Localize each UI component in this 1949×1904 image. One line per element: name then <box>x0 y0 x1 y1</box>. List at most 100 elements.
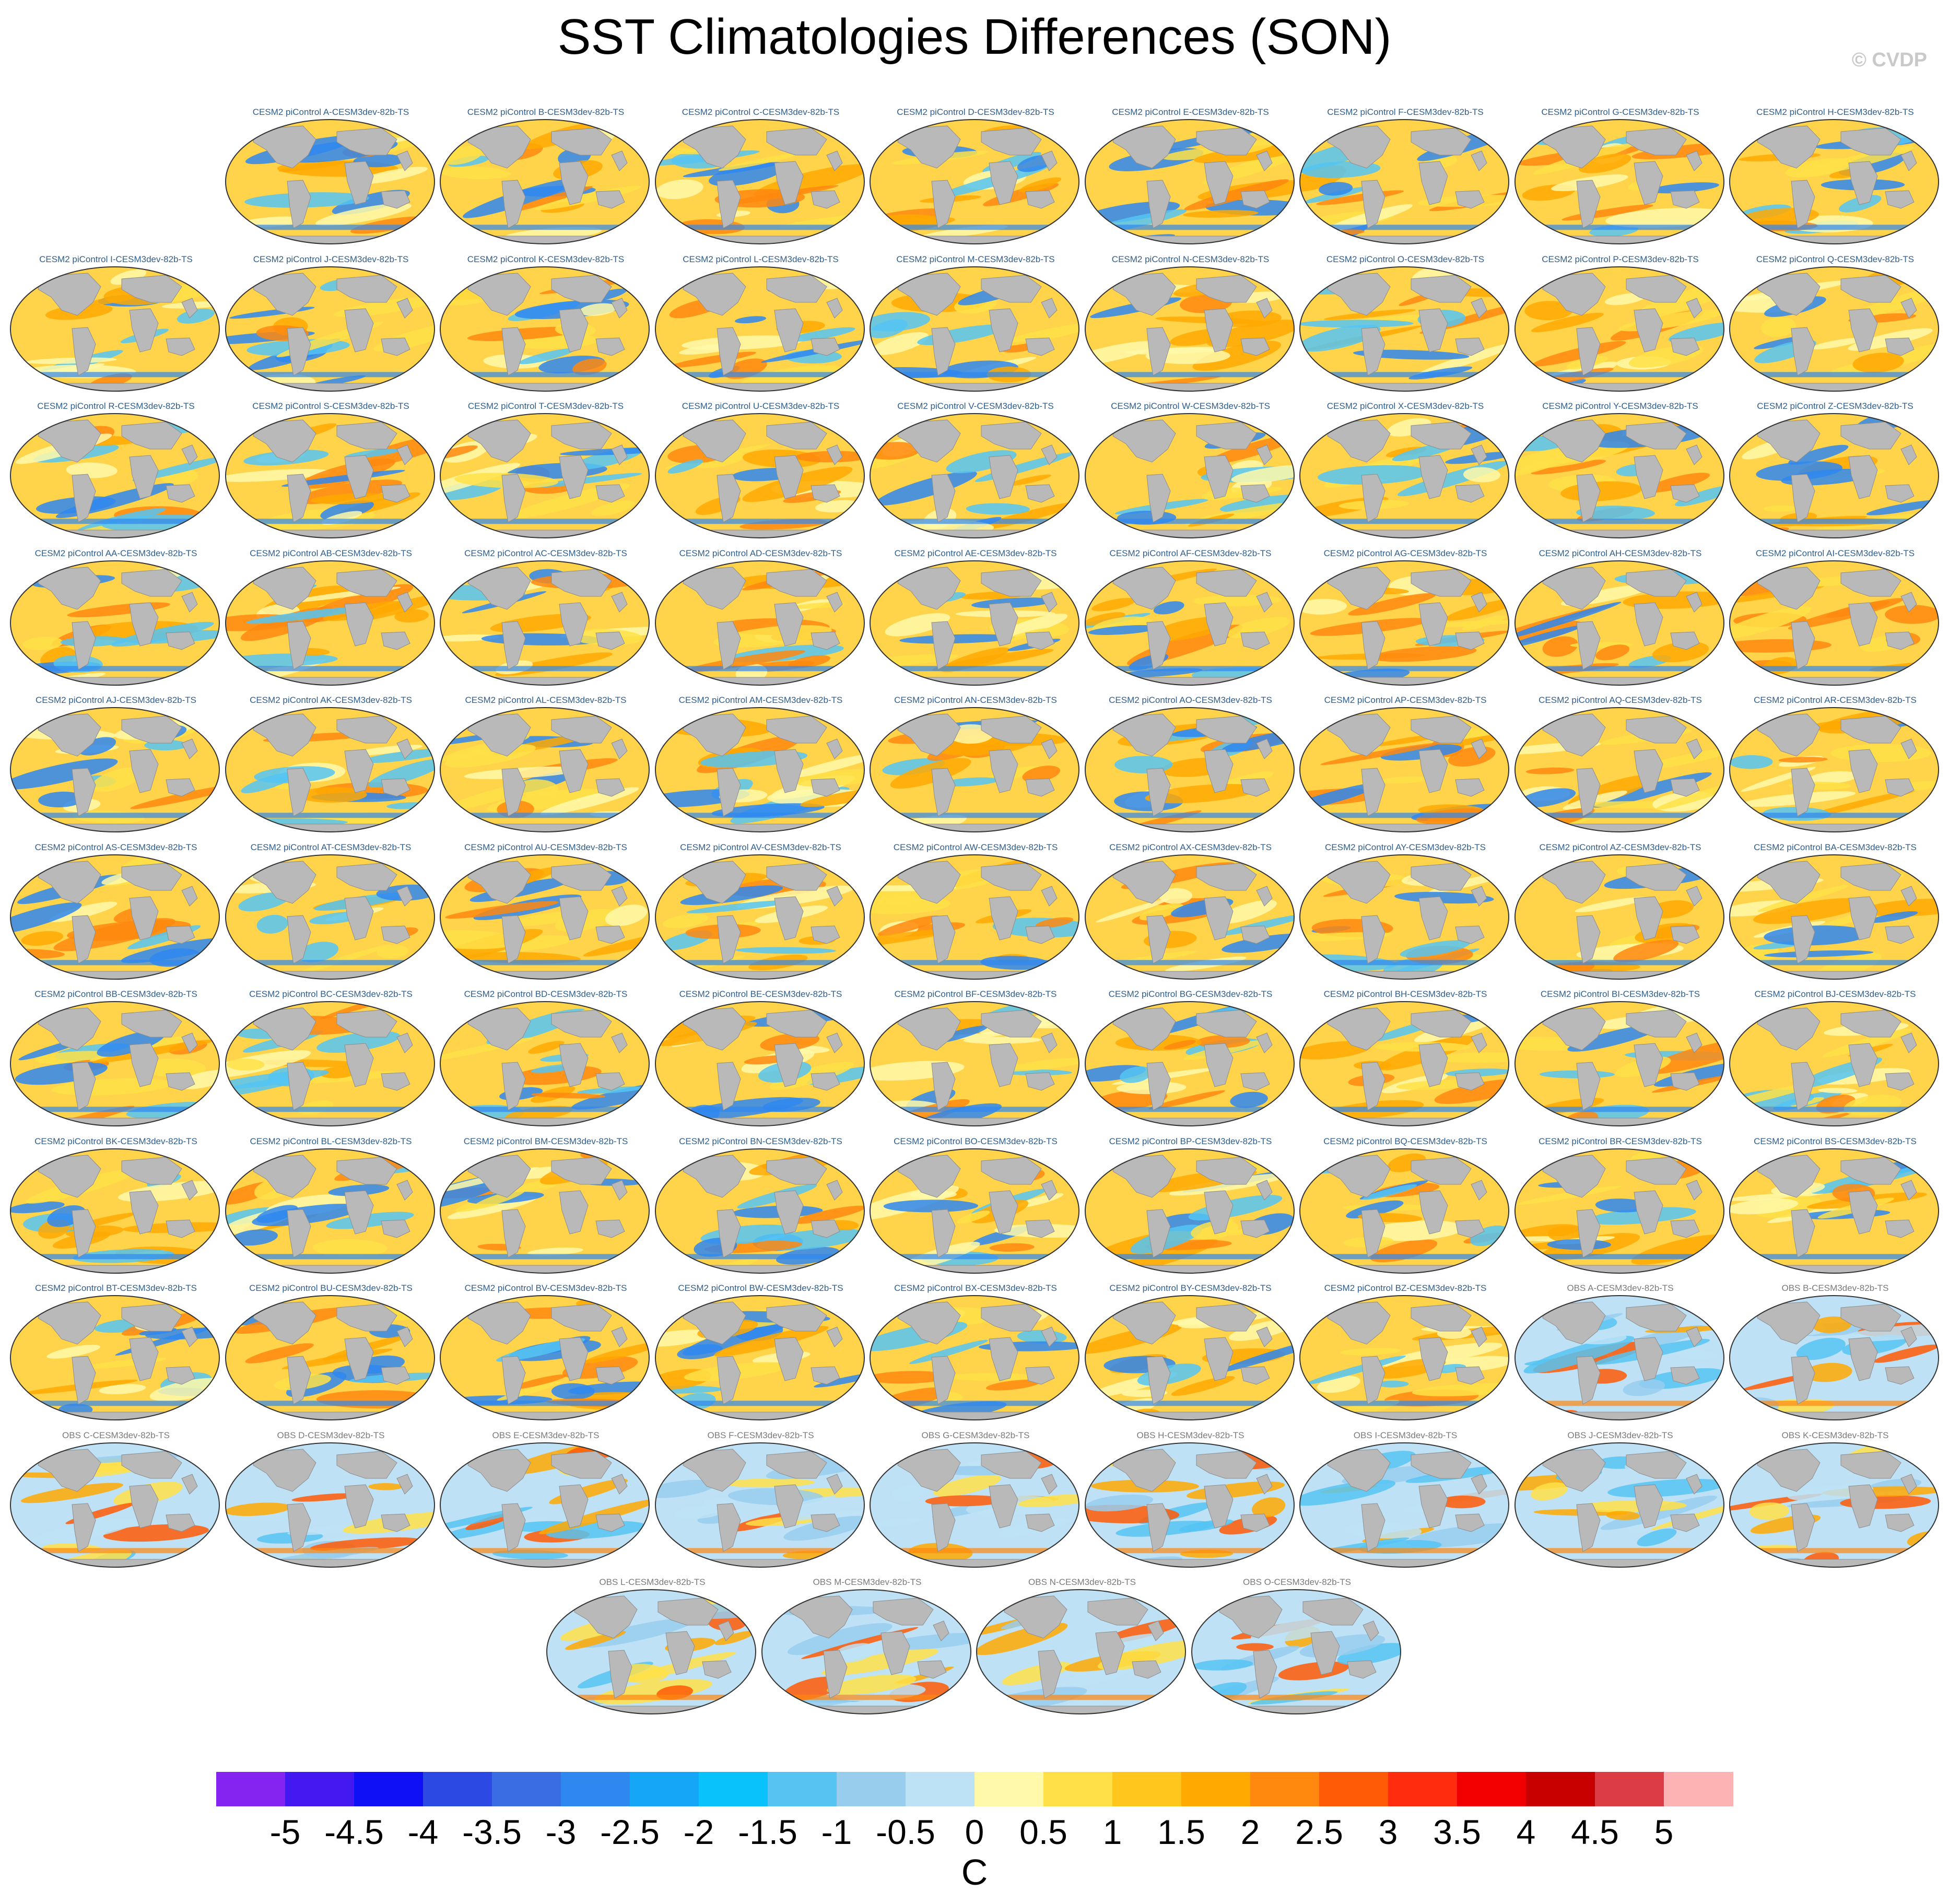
panel-title: CESM2 piControl BR-CESM3dev-82b-TS <box>1539 1136 1702 1146</box>
panel-title: CESM2 piControl Y-CESM3dev-82b-TS <box>1542 401 1698 411</box>
sst-difference-map <box>10 560 220 686</box>
colorbar-tick-label: 3 <box>1378 1813 1398 1851</box>
map-panel: CESM2 piControl T-CESM3dev-82b-TS <box>439 401 652 542</box>
panel-title: CESM2 piControl Q-CESM3dev-82b-TS <box>1756 254 1915 264</box>
sst-difference-map <box>225 560 435 686</box>
map-panel: OBS O-CESM3dev-82b-TS <box>1191 1577 1404 1718</box>
panel-title: CESM2 piControl BT-CESM3dev-82b-TS <box>35 1283 197 1293</box>
map-panel: CESM2 piControl BE-CESM3dev-82b-TS <box>654 989 867 1130</box>
sst-difference-map <box>440 1295 650 1420</box>
map-panel: CESM2 piControl BQ-CESM3dev-82b-TS <box>1299 1136 1512 1277</box>
panel-title: CESM2 piControl J-CESM3dev-82b-TS <box>253 254 409 264</box>
sst-difference-map <box>870 266 1079 392</box>
colorbar-swatch <box>423 1772 492 1806</box>
map-panel: OBS N-CESM3dev-82b-TS <box>976 1577 1189 1718</box>
panel-title: CESM2 piControl O-CESM3dev-82b-TS <box>1326 254 1485 264</box>
map-panel: CESM2 piControl AJ-CESM3dev-82b-TS <box>9 695 222 836</box>
map-panel: CESM2 piControl BU-CESM3dev-82b-TS <box>225 1283 438 1424</box>
map-panel: OBS K-CESM3dev-82b-TS <box>1729 1430 1942 1571</box>
sst-difference-map <box>1084 119 1295 244</box>
panel-title: OBS G-CESM3dev-82b-TS <box>921 1430 1030 1440</box>
sst-difference-map <box>440 1442 650 1568</box>
panel-title: CESM2 piControl BU-CESM3dev-82b-TS <box>249 1283 413 1293</box>
map-panel: CESM2 piControl F-CESM3dev-82b-TS <box>1299 107 1512 248</box>
map-panel: CESM2 piControl BB-CESM3dev-82b-TS <box>9 989 222 1130</box>
map-panel: CESM2 piControl I-CESM3dev-82b-TS <box>9 254 222 395</box>
map-panel: CESM2 piControl AP-CESM3dev-82b-TS <box>1299 695 1512 836</box>
colorbar-tick-label: 0.5 <box>1019 1813 1067 1851</box>
panel-title: CESM2 piControl BB-CESM3dev-82b-TS <box>34 989 197 999</box>
sst-difference-map <box>1729 854 1939 980</box>
sst-difference-map <box>1084 854 1295 980</box>
panel-title: CESM2 piControl BV-CESM3dev-82b-TS <box>464 1283 627 1293</box>
sst-difference-map <box>10 413 220 538</box>
panel-title: CESM2 piControl N-CESM3dev-82b-TS <box>1111 254 1270 264</box>
map-panel: OBS H-CESM3dev-82b-TS <box>1084 1430 1297 1571</box>
map-panel: OBS D-CESM3dev-82b-TS <box>225 1430 438 1571</box>
sst-difference-map <box>870 413 1079 538</box>
colorbar-tick-label: 1 <box>1102 1813 1122 1851</box>
sst-difference-map <box>1514 854 1724 980</box>
map-panel: CESM2 piControl AW-CESM3dev-82b-TS <box>869 842 1082 983</box>
panel-title: CESM2 piControl P-CESM3dev-82b-TS <box>1542 254 1699 264</box>
map-panel: CESM2 piControl AE-CESM3dev-82b-TS <box>869 548 1082 689</box>
panel-title: CESM2 piControl H-CESM3dev-82b-TS <box>1756 107 1914 117</box>
colorbar-tick-label: 5 <box>1654 1813 1674 1851</box>
sst-difference-map <box>1729 1442 1939 1568</box>
panel-title: CESM2 piControl AB-CESM3dev-82b-TS <box>250 548 412 558</box>
map-panel: CESM2 piControl X-CESM3dev-82b-TS <box>1299 401 1512 542</box>
map-panel: CESM2 piControl BW-CESM3dev-82b-TS <box>654 1283 867 1424</box>
sst-difference-map <box>1514 1442 1724 1568</box>
panel-title: CESM2 piControl W-CESM3dev-82b-TS <box>1111 401 1270 411</box>
page-title: SST Climatologies Differences (SON) <box>557 9 1392 65</box>
panel-title: CESM2 piControl BL-CESM3dev-82b-TS <box>250 1136 412 1146</box>
map-panel: CESM2 piControl J-CESM3dev-82b-TS <box>225 254 438 395</box>
sst-difference-map <box>761 1589 971 1714</box>
map-panel: CESM2 piControl BS-CESM3dev-82b-TS <box>1729 1136 1942 1277</box>
map-panel: CESM2 piControl W-CESM3dev-82b-TS <box>1084 401 1297 542</box>
panel-title: CESM2 piControl BP-CESM3dev-82b-TS <box>1109 1136 1272 1146</box>
panel-title: CESM2 piControl BY-CESM3dev-82b-TS <box>1109 1283 1272 1293</box>
sst-difference-map <box>976 1589 1186 1714</box>
sst-difference-map <box>225 1148 435 1274</box>
sst-difference-map <box>870 1148 1079 1274</box>
sst-difference-map <box>1299 1295 1509 1420</box>
colorbar-tick-label: 2.5 <box>1295 1813 1343 1851</box>
copyright-mark: © CVDP <box>1851 49 1927 71</box>
sst-difference-map <box>870 1001 1079 1126</box>
panel-title: CESM2 piControl G-CESM3dev-82b-TS <box>1541 107 1699 117</box>
panel-title: CESM2 piControl AF-CESM3dev-82b-TS <box>1109 548 1272 558</box>
panel-title: CESM2 piControl AW-CESM3dev-82b-TS <box>893 842 1058 852</box>
panel-title: CESM2 piControl E-CESM3dev-82b-TS <box>1112 107 1269 117</box>
panel-title: CESM2 piControl AE-CESM3dev-82b-TS <box>894 548 1057 558</box>
map-panel: CESM2 piControl BO-CESM3dev-82b-TS <box>869 1136 1082 1277</box>
panel-title: CESM2 piControl AN-CESM3dev-82b-TS <box>894 695 1057 705</box>
sst-difference-map <box>870 1295 1079 1420</box>
panel-title: CESM2 piControl A-CESM3dev-82b-TS <box>252 107 409 117</box>
colorbar-swatch <box>699 1772 768 1806</box>
map-panel: CESM2 piControl BM-CESM3dev-82b-TS <box>439 1136 652 1277</box>
map-panel: CESM2 piControl H-CESM3dev-82b-TS <box>1729 107 1942 248</box>
sst-difference-map <box>870 854 1079 980</box>
map-panel: CESM2 piControl AF-CESM3dev-82b-TS <box>1084 548 1297 689</box>
colorbar-swatch <box>216 1772 286 1806</box>
sst-difference-map <box>1299 1148 1509 1274</box>
panel-title: CESM2 piControl AK-CESM3dev-82b-TS <box>250 695 412 705</box>
panel-title: CESM2 piControl AO-CESM3dev-82b-TS <box>1109 695 1272 705</box>
colorbar-tick-label: -1.5 <box>738 1813 797 1851</box>
panel-title: CESM2 piControl BF-CESM3dev-82b-TS <box>894 989 1057 999</box>
map-panel: CESM2 piControl P-CESM3dev-82b-TS <box>1514 254 1727 395</box>
colorbar-tick-label: -0.5 <box>876 1813 935 1851</box>
sst-difference-map <box>225 413 435 538</box>
colorbar-tick-label: -1 <box>821 1813 852 1851</box>
panel-title: CESM2 piControl AM-CESM3dev-82b-TS <box>678 695 843 705</box>
sst-difference-map <box>1299 1442 1509 1568</box>
sst-difference-map <box>440 1001 650 1126</box>
panel-title: OBS O-CESM3dev-82b-TS <box>1243 1577 1351 1587</box>
panel-title: CESM2 piControl T-CESM3dev-82b-TS <box>467 401 624 411</box>
map-panel: CESM2 piControl O-CESM3dev-82b-TS <box>1299 254 1512 395</box>
sst-difference-map <box>1729 1148 1939 1274</box>
panel-title: CESM2 piControl M-CESM3dev-82b-TS <box>896 254 1055 264</box>
sst-difference-map <box>654 1148 865 1274</box>
sst-difference-map <box>870 1442 1079 1568</box>
